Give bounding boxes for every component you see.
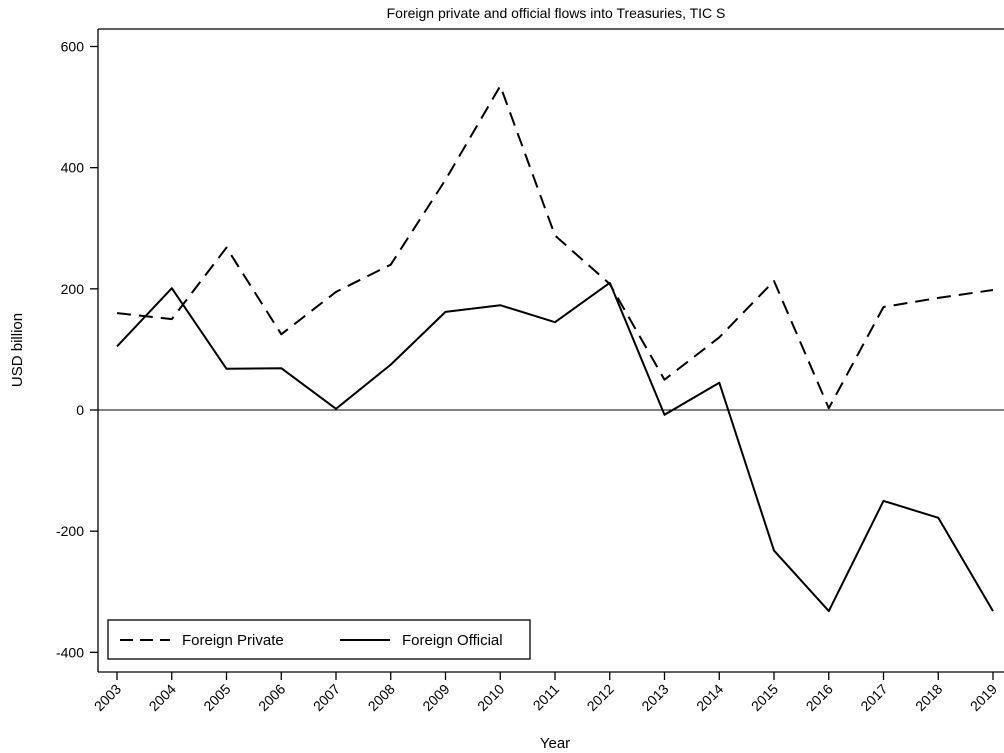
- y-axis-ticks: -400 -200 0 200 400 600: [56, 39, 98, 660]
- legend-label-foreign-official: Foreign Official: [402, 632, 503, 649]
- y-tick-label: 0: [76, 402, 84, 418]
- legend-label-foreign-private: Foreign Private: [182, 632, 284, 649]
- x-tick-label: 2003: [91, 681, 124, 714]
- x-tick-label: 2015: [748, 681, 781, 714]
- legend: Foreign Private Foreign Official: [107, 619, 531, 660]
- series-line-foreign-private: [116, 84, 994, 410]
- x-tick-label: 2013: [638, 681, 671, 714]
- y-tick-label: 600: [61, 39, 85, 55]
- series-layer: [116, 84, 994, 613]
- x-tick-label: 2004: [146, 681, 179, 714]
- x-tick-label: 2006: [255, 681, 288, 714]
- x-tick-label: 2005: [200, 681, 233, 714]
- x-tick-label: 2007: [310, 681, 343, 714]
- y-tick-label: 200: [61, 281, 85, 297]
- legend-box: [107, 619, 531, 660]
- y-tick-label: -400: [56, 644, 84, 660]
- x-tick-label: 2011: [530, 681, 563, 714]
- x-tick-label: 2009: [419, 681, 452, 714]
- x-tick-label: 2010: [474, 681, 507, 714]
- x-axis-title: Year: [540, 735, 570, 752]
- chart-title: Foreign private and official flows into …: [387, 5, 726, 21]
- x-tick-label: 2016: [803, 681, 836, 714]
- x-tick-label: 2018: [912, 681, 945, 714]
- series-line-foreign-official: [116, 281, 994, 613]
- x-tick-label: 2012: [584, 681, 617, 714]
- plot-area: [97, 28, 1004, 673]
- x-axis-ticks: 2003 2004 2005 2006 2007 2008 2009 2010 2011 2012…: [91, 672, 1000, 714]
- y-tick-label: -200: [56, 523, 84, 539]
- x-tick-label: 2017: [857, 681, 890, 714]
- x-tick-label: 2008: [365, 681, 398, 714]
- x-tick-label: 2014: [693, 681, 726, 714]
- y-axis-title: USD billion: [9, 313, 26, 387]
- y-tick-label: 400: [61, 160, 85, 176]
- x-tick-label: 2019: [967, 681, 1000, 714]
